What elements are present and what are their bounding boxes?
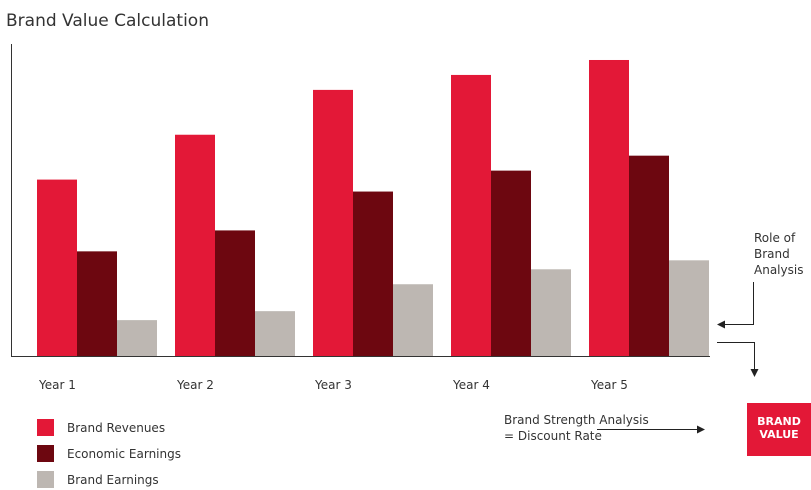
bar-brand-earnings-year-4 [531, 269, 571, 356]
legend: Brand Revenues Economic Earnings Brand Ear… [37, 419, 181, 488]
bar-economic-earnings-year-5 [629, 155, 669, 356]
bar-economic-earnings-year-4 [491, 170, 531, 356]
role-label-line-2: Brand [754, 247, 790, 261]
bar-brand-revenues-year-5 [589, 59, 629, 357]
flow-arrowhead-down-icon [750, 369, 759, 377]
role-label-line-1: Role of [754, 231, 796, 245]
role-arrowhead-icon [717, 320, 725, 329]
legend-label-economic-earnings: Economic Earnings [67, 447, 181, 461]
role-of-brand-analysis-annotation: Role of Brand Analysis [717, 231, 803, 329]
x-tick-labels: Year 1 Year 2 Year 3 Year 4 Year 5 [38, 378, 628, 392]
bar-brand-earnings-year-1 [117, 320, 157, 356]
legend-label-brand-revenues: Brand Revenues [67, 421, 165, 435]
legend-label-brand-earnings: Brand Earnings [67, 473, 159, 487]
flow-connector [717, 342, 759, 377]
strength-label-line-1: Brand Strength Analysis [504, 413, 649, 427]
brand-value-label-line-1: BRAND [757, 415, 801, 428]
legend-swatch-brand-earnings [37, 471, 54, 488]
x-tick-label: Year 3 [314, 378, 352, 392]
legend-swatch-brand-revenues [37, 419, 54, 436]
bar-brand-earnings-year-2 [255, 311, 295, 356]
bar-brand-revenues-year-4 [451, 74, 491, 356]
chart-title: Brand Value Calculation [6, 11, 209, 31]
bar-brand-revenues-year-1 [37, 179, 77, 356]
bar-brand-earnings-year-3 [393, 284, 433, 356]
brand-value-box: BRAND VALUE [747, 403, 811, 456]
bar-brand-revenues-year-3 [313, 89, 353, 356]
brand-value-label-line-2: VALUE [759, 428, 798, 441]
brand-strength-annotation: Brand Strength Analysis = Discount Rate [504, 413, 705, 443]
x-tick-label: Year 4 [452, 378, 490, 392]
strength-label-line-2: = Discount Rate [504, 429, 602, 443]
bar-economic-earnings-year-2 [215, 230, 255, 356]
axes [11, 44, 710, 357]
bar-brand-earnings-year-5 [669, 260, 709, 356]
strength-arrowhead-icon [697, 425, 705, 434]
bars-group [37, 59, 709, 357]
role-label-line-3: Analysis [754, 263, 803, 277]
x-tick-label: Year 5 [590, 378, 628, 392]
legend-swatch-economic-earnings [37, 445, 54, 462]
brand-value-box-background [747, 403, 811, 456]
x-tick-label: Year 1 [38, 378, 76, 392]
bar-economic-earnings-year-1 [77, 251, 117, 356]
x-tick-label: Year 2 [176, 378, 214, 392]
bar-brand-revenues-year-2 [175, 134, 215, 356]
bar-economic-earnings-year-3 [353, 191, 393, 356]
